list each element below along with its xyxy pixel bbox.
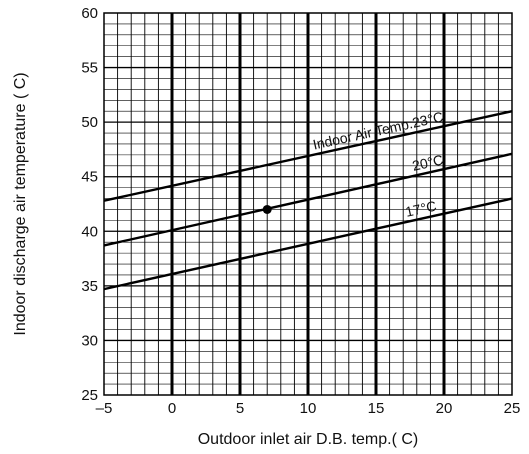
x-tick-label: 5 (236, 400, 244, 417)
x-tick-labels: –5 0 5 10 15 20 25 (96, 400, 521, 417)
series-label-3: 17°C (404, 197, 438, 219)
y-tick-labels: 25 30 35 40 45 50 55 60 (81, 5, 98, 404)
data-point (262, 204, 272, 214)
series-lines (103, 110, 513, 291)
series-line-2 (103, 152, 513, 247)
y-tick-label: 25 (81, 387, 98, 404)
series-label-2: 20°C (411, 151, 445, 173)
plot-frame (103, 12, 513, 396)
x-tick-label: 0 (168, 400, 176, 417)
series-line-1 (103, 110, 513, 202)
y-tick-label: 35 (81, 278, 98, 295)
y-tick-label: 50 (81, 114, 98, 131)
series-line-3 (103, 197, 513, 291)
y-tick-label: 45 (81, 169, 98, 186)
x-axis-label: Outdoor inlet air D.B. temp.( C) (198, 431, 419, 448)
y-tick-label: 30 (81, 332, 98, 349)
data-points (262, 204, 272, 214)
x-tick-label: 20 (436, 400, 453, 417)
y-tick-label: 60 (81, 5, 98, 22)
y-tick-label: 40 (81, 223, 98, 240)
x-tick-label: 10 (300, 400, 317, 417)
x-tick-label: –5 (96, 400, 113, 417)
x-tick-label: 15 (368, 400, 385, 417)
y-axis-label: Indoor discharge air temperature ( C) (12, 72, 29, 335)
major-grid (104, 13, 512, 395)
x-tick-label: 25 (504, 400, 521, 417)
y-tick-label: 55 (81, 60, 98, 77)
